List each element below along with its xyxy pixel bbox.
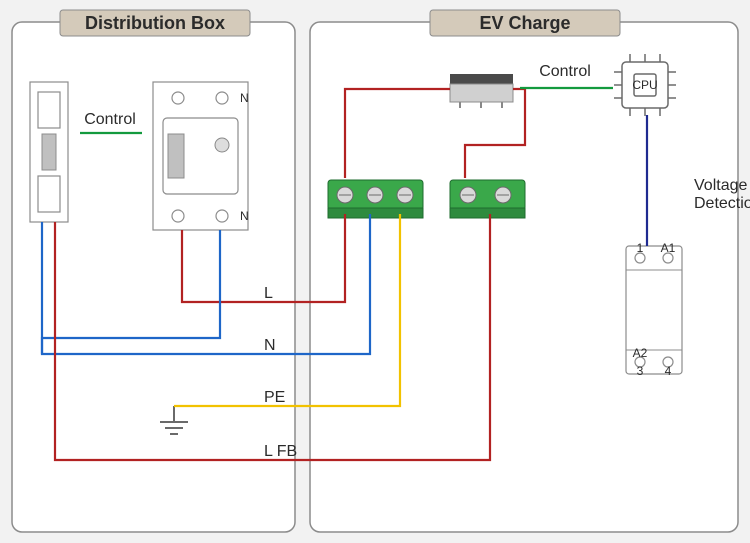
label-N: N: [264, 337, 276, 354]
svg-text:A2: A2: [633, 346, 648, 360]
voltage-detection-label: Voltage Detection: [694, 177, 750, 212]
svg-text:A1: A1: [661, 241, 676, 255]
breaker-1: [30, 82, 68, 222]
label-LFB: L FB: [264, 443, 297, 460]
breaker-2: N N: [153, 82, 249, 230]
terminal-block-a: [328, 180, 423, 218]
label-PE: PE: [264, 389, 285, 406]
svg-text:4: 4: [665, 364, 672, 378]
svg-text:N: N: [240, 209, 249, 223]
wiring-diagram: Distribution Box EV Charge N N Control: [0, 0, 750, 543]
ev-charge-title: EV Charge: [479, 13, 570, 33]
control-left-label: Control: [84, 111, 136, 128]
cpu-icon: CPU: [614, 54, 676, 116]
detection-module: 1 A1 A2 3 4: [626, 241, 682, 378]
cpu-label: CPU: [632, 78, 657, 92]
label-L: L: [264, 285, 273, 302]
svg-text:1: 1: [637, 241, 644, 255]
terminal-block-b: [450, 180, 525, 218]
control-right-label: Control: [539, 63, 591, 80]
svg-text:N: N: [240, 91, 249, 105]
svg-text:3: 3: [637, 364, 644, 378]
distribution-box-title: Distribution Box: [85, 13, 225, 33]
